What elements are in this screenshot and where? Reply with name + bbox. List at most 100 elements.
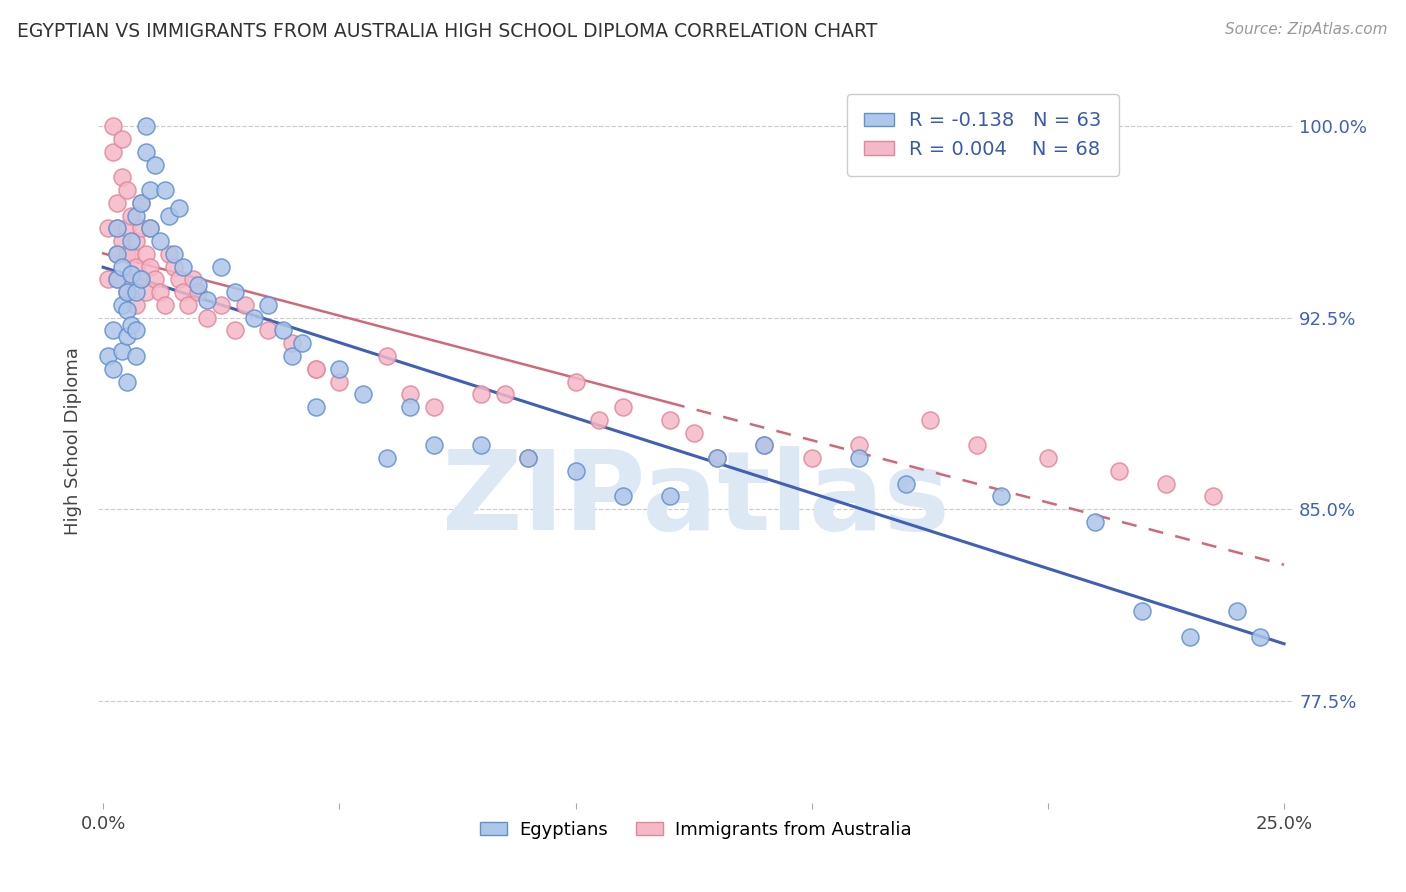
Point [101, 120, 124, 134]
Point [111, 343, 134, 358]
Point [129, 195, 152, 210]
Point [115, 375, 138, 389]
Point [121, 272, 143, 286]
Point [129, 221, 152, 235]
Point [97, 221, 120, 235]
Point [271, 323, 294, 337]
Point [115, 221, 138, 235]
Point [257, 298, 280, 312]
Text: ZIPatlas: ZIPatlas [441, 446, 950, 553]
Point [115, 285, 138, 300]
Point [706, 451, 728, 466]
Point [1154, 476, 1177, 491]
Point [135, 145, 157, 159]
Point [149, 285, 172, 300]
Point [195, 310, 218, 325]
Point [125, 209, 148, 223]
Point [800, 451, 823, 466]
Point [281, 336, 304, 351]
Point [659, 413, 682, 427]
Point [517, 451, 540, 466]
Point [111, 170, 134, 185]
Y-axis label: High School Diploma: High School Diploma [65, 348, 83, 535]
Point [105, 272, 128, 286]
Point [517, 451, 540, 466]
Point [125, 298, 148, 312]
Point [224, 323, 246, 337]
Point [375, 349, 398, 363]
Point [125, 323, 148, 337]
Point [157, 247, 180, 261]
Point [157, 209, 180, 223]
Point [682, 425, 704, 440]
Point [305, 400, 328, 414]
Point [101, 145, 124, 159]
Point [612, 400, 634, 414]
Point [1036, 451, 1059, 466]
Point [111, 298, 134, 312]
Point [305, 361, 328, 376]
Point [1130, 604, 1153, 618]
Point [125, 260, 148, 274]
Point [121, 234, 143, 248]
Point [125, 285, 148, 300]
Point [375, 451, 398, 466]
Point [105, 221, 128, 235]
Point [1226, 604, 1249, 618]
Point [399, 400, 422, 414]
Point [135, 285, 157, 300]
Point [115, 247, 138, 261]
Text: Source: ZipAtlas.com: Source: ZipAtlas.com [1225, 22, 1388, 37]
Point [143, 272, 166, 286]
Point [139, 221, 162, 235]
Point [139, 183, 162, 197]
Point [612, 490, 634, 504]
Point [494, 387, 516, 401]
Point [101, 361, 124, 376]
Point [167, 201, 190, 215]
Point [181, 272, 204, 286]
Point [243, 310, 266, 325]
Point [990, 490, 1012, 504]
Point [135, 247, 157, 261]
Point [564, 464, 586, 478]
Point [966, 438, 988, 452]
Point [290, 336, 312, 351]
Point [1084, 515, 1107, 529]
Point [121, 247, 143, 261]
Legend: Egyptians, Immigrants from Australia: Egyptians, Immigrants from Australia [472, 814, 920, 846]
Point [187, 277, 209, 292]
Point [1108, 464, 1130, 478]
Point [706, 451, 728, 466]
Point [896, 476, 918, 491]
Point [352, 387, 374, 401]
Point [423, 400, 446, 414]
Point [588, 413, 610, 427]
Point [1249, 630, 1271, 644]
Point [224, 285, 246, 300]
Point [105, 272, 128, 286]
Point [177, 298, 200, 312]
Point [564, 375, 586, 389]
Point [167, 272, 190, 286]
Point [659, 490, 682, 504]
Point [754, 438, 776, 452]
Point [125, 234, 148, 248]
Point [163, 247, 186, 261]
Point [129, 195, 152, 210]
Point [105, 221, 128, 235]
Point [115, 285, 138, 300]
Point [305, 361, 328, 376]
Point [754, 438, 776, 452]
Point [121, 268, 143, 282]
Point [105, 247, 128, 261]
Point [209, 298, 232, 312]
Point [135, 120, 157, 134]
Point [101, 323, 124, 337]
Point [111, 132, 134, 146]
Point [115, 328, 138, 343]
Point [1178, 630, 1201, 644]
Point [115, 183, 138, 197]
Point [470, 387, 492, 401]
Point [125, 349, 148, 363]
